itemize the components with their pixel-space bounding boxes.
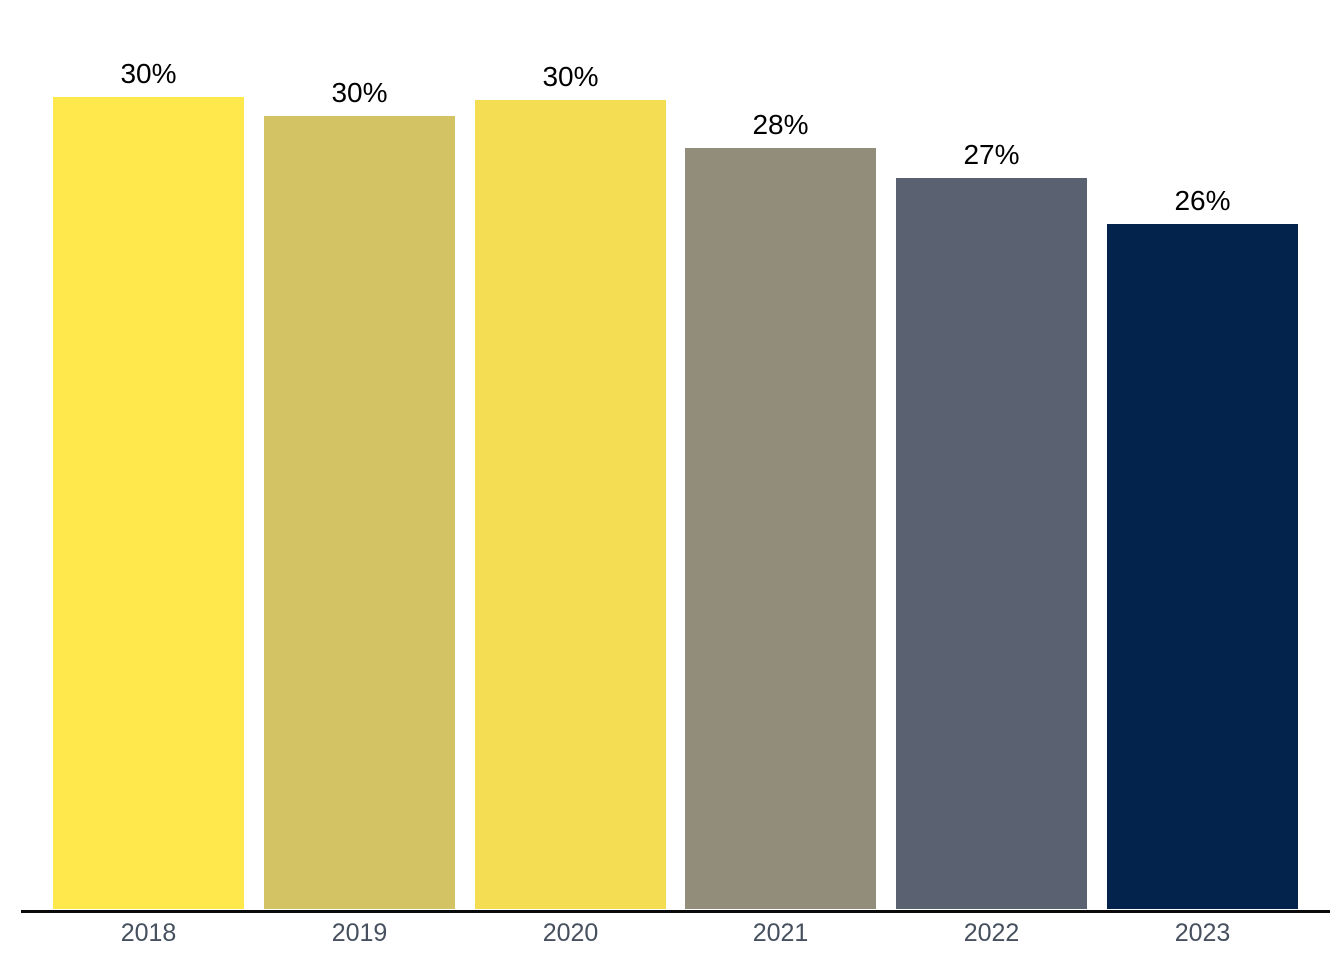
bar-2019 [264, 116, 455, 909]
bar-2018 [53, 97, 244, 909]
value-label-2021: 28% [752, 109, 809, 140]
x-tick-label-2023: 2023 [1174, 919, 1231, 947]
x-tick-label-2020: 2020 [542, 919, 599, 947]
value-label-2020: 30% [542, 61, 599, 92]
bar-2023 [1107, 224, 1298, 909]
x-tick-label-2022: 2022 [963, 919, 1020, 947]
x-tick-label-2018: 2018 [120, 919, 177, 947]
value-label-2018: 30% [120, 58, 177, 89]
bar-2022 [896, 178, 1087, 909]
x-tick-label-2021: 2021 [752, 919, 809, 947]
value-label-2019: 30% [331, 77, 388, 108]
x-tick-label-2019: 2019 [331, 919, 388, 947]
value-label-2022: 27% [963, 139, 1020, 170]
bar-2020 [475, 100, 666, 909]
x-axis-line [21, 910, 1330, 913]
bar-2021 [685, 148, 876, 909]
value-label-2023: 26% [1174, 185, 1231, 216]
